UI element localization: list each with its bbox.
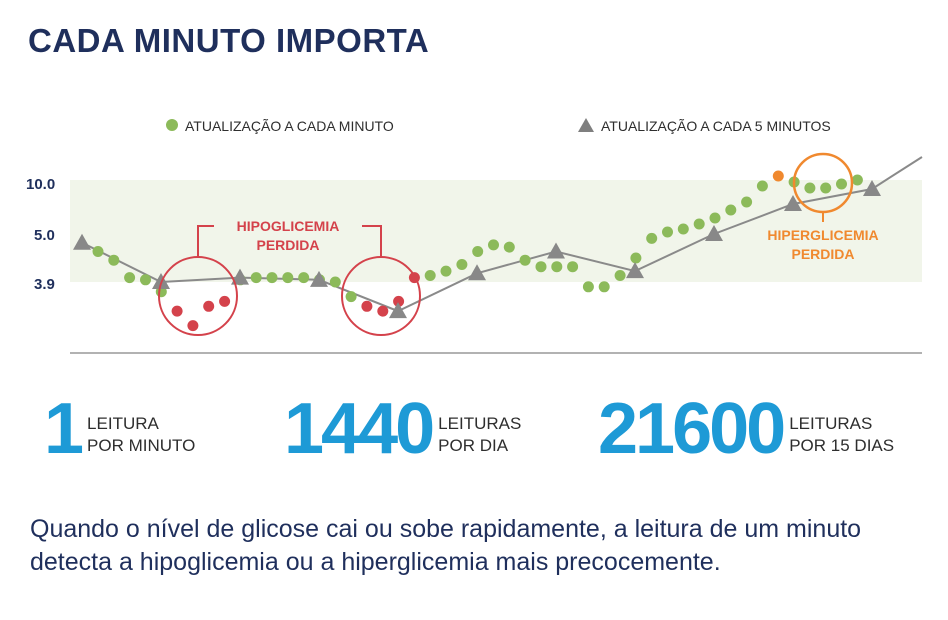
hyper-annotation: HIPERGLICEMIA PERDIDA: [767, 152, 879, 262]
stat-label: LEITURAS POR 15 DIAS: [789, 401, 894, 457]
hypo-bracket-left: [197, 225, 214, 257]
hypo-annotation: HIPOGLICEMIA PERDIDA: [158, 218, 421, 336]
minute-reading-dot: [646, 232, 658, 244]
stat-per-15-days: 21600 LEITURAS POR 15 DIAS: [598, 393, 894, 465]
minute-reading-dot: [92, 246, 104, 257]
y-axis: 10.0 5.0 3.9: [26, 176, 55, 293]
minute-reading-dot: [503, 241, 515, 253]
stat-label: LEITURAS POR DIA: [438, 401, 521, 457]
minute-reading-dot: [756, 180, 768, 192]
minute-reading-dot: [266, 272, 278, 284]
minute-reading-dot: [851, 174, 863, 186]
missed-reading-dot: [377, 305, 389, 317]
minute-reading-dot: [567, 261, 579, 273]
glucose-chart: ATUALIZAÇÃO A CADA MINUTO ATUALIZAÇÃO A …: [26, 118, 923, 354]
minute-reading-dot: [298, 272, 310, 284]
missed-reading-dot: [203, 300, 215, 312]
minute-reading-dot: [551, 261, 563, 273]
minute-reading-dot: [108, 254, 120, 266]
legend-dot-marker: [166, 119, 178, 131]
target-range-band: [70, 180, 922, 282]
minute-reading-dot: [677, 223, 689, 235]
five-minute-reading-triangle: [231, 268, 249, 285]
minute-reading-dot: [488, 239, 499, 251]
stat-number: 21600: [598, 389, 786, 469]
hypo-bracket-right: [362, 225, 382, 257]
minute-reading-dot: [282, 272, 294, 284]
minute-reading-dot: [741, 196, 753, 208]
y-tick-label: 5.0: [34, 227, 55, 244]
minute-reading-dot: [598, 281, 610, 293]
stat-per-minute: 1 LEITURA POR MINUTO: [44, 393, 195, 465]
minute-reading-dot: [440, 265, 452, 277]
minute-reading-dot: [424, 270, 436, 281]
missed-reading-dot: [219, 295, 231, 307]
minute-reading-dot: [582, 281, 594, 293]
five-minute-trend-line: [81, 156, 923, 313]
caption-text: Quando o nível de glicose cai ou sobe ra…: [30, 515, 862, 576]
missed-reading-dot: [171, 305, 183, 317]
five-minute-readings: [73, 180, 881, 319]
five-minute-reading-triangle: [310, 270, 328, 287]
five-minute-reading-triangle: [547, 242, 565, 259]
minute-reading-dot: [630, 252, 642, 264]
stat-number: 1: [44, 389, 84, 469]
stat-label-line2: POR 15 DIAS: [789, 436, 895, 455]
minute-reading-dot: [472, 246, 484, 257]
minute-reading-dot: [614, 270, 626, 281]
hypo-label-line2: PERDIDA: [256, 237, 319, 253]
legend-dot-label: ATUALIZAÇÃO A CADA MINUTO: [185, 118, 394, 134]
five-minute-reading-triangle: [468, 264, 486, 281]
minute-reading-dot: [250, 272, 262, 284]
five-minute-reading-triangle: [73, 233, 91, 250]
minute-reading-dot: [124, 272, 136, 284]
minute-reading-dot: [820, 182, 832, 194]
one-minute-readings: [92, 170, 863, 332]
minute-reading-dot: [329, 276, 341, 288]
missed-reading-dot: [361, 300, 373, 312]
minute-reading-dot: [693, 218, 705, 230]
minute-reading-dot: [140, 274, 151, 286]
stat-label: LEITURA POR MINUTO: [87, 401, 195, 457]
minute-reading-dot: [662, 226, 673, 238]
hyper-label-line2: PERDIDA: [791, 246, 854, 262]
minute-reading-dot: [725, 204, 737, 216]
minute-reading-dot: [535, 261, 547, 273]
five-minute-reading-triangle: [863, 180, 881, 196]
five-minute-reading-triangle: [784, 195, 802, 211]
minute-reading-dot: [456, 259, 468, 270]
stat-label-line1: LEITURAS: [789, 414, 873, 433]
hypo-label-line1: HIPOGLICEMIA: [237, 218, 340, 234]
stat-per-day: 1440 LEITURAS POR DIA: [284, 393, 521, 465]
five-minute-reading-triangle: [705, 225, 723, 241]
missed-reading-dot: [187, 320, 199, 332]
stat-number: 1440: [284, 389, 435, 469]
legend-triangle-label: ATUALIZAÇÃO A CADA 5 MINUTOS: [601, 118, 831, 134]
hyper-label-line1: HIPERGLICEMIA: [767, 227, 878, 243]
five-minute-reading-triangle: [389, 302, 407, 319]
y-tick-label: 3.9: [34, 276, 55, 293]
missed-reading-dot: [393, 295, 405, 307]
stat-label-line1: LEITURA: [87, 414, 159, 433]
stat-label-line2: POR DIA: [438, 436, 509, 455]
minute-reading-dot: [519, 254, 531, 266]
legend: ATUALIZAÇÃO A CADA MINUTO ATUALIZAÇÃO A …: [166, 118, 831, 134]
minute-reading-dot: [804, 182, 816, 194]
chart-title: CADA MINUTO IMPORTA: [28, 22, 430, 59]
y-tick-label: 10.0: [26, 176, 55, 193]
minute-reading-dot: [836, 178, 847, 190]
minute-reading-dot: [345, 291, 357, 303]
stat-label-line1: LEITURAS: [438, 414, 522, 433]
missed-reading-dot: [772, 170, 784, 182]
minute-reading-dot: [709, 212, 721, 224]
stat-label-line2: POR MINUTO: [87, 436, 196, 455]
legend-triangle-marker: [578, 118, 594, 132]
five-minute-reading-triangle: [626, 262, 644, 279]
